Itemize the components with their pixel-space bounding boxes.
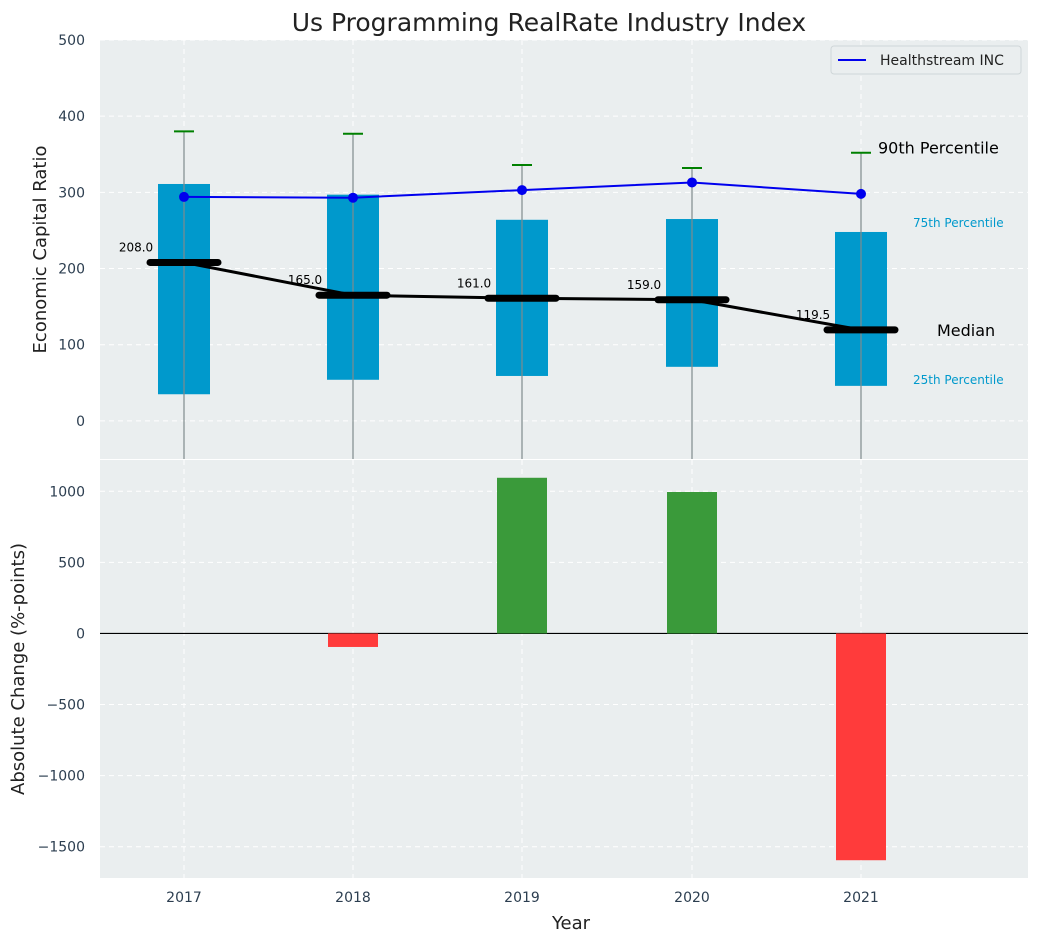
median-value-label: 165.0 — [288, 273, 322, 287]
top-ytick-label: 400 — [58, 109, 85, 125]
company-point-2019 — [517, 185, 527, 196]
change-bar-2018 — [328, 633, 378, 647]
legend: Healthstream INC — [830, 45, 1022, 75]
bottom-ytick-label: −500 — [47, 698, 85, 714]
annotation-p25: 25th Percentile — [913, 373, 1004, 387]
company-point-2017 — [179, 191, 189, 202]
annotation-median: Median — [937, 321, 995, 340]
xtick-label: 2021 — [843, 890, 879, 906]
top-ytick-label: 100 — [58, 338, 85, 354]
bottom-xlabel: Year — [551, 913, 591, 934]
annotation-p75: 75th Percentile — [913, 216, 1004, 230]
xtick-label: 2019 — [504, 890, 540, 906]
median-value-label: 161.0 — [457, 276, 491, 290]
bottom-ytick-label: 1000 — [49, 484, 85, 500]
xtick-label: 2017 — [166, 890, 202, 906]
xtick-label: 2018 — [335, 890, 371, 906]
top-panel: 0 100 200 300 400 500 Economic Capital Ratio 20… — [30, 33, 1028, 459]
top-panel-background — [100, 40, 1028, 459]
bottom-panel-background — [100, 460, 1028, 878]
bottom-ytick-label: −1500 — [38, 840, 85, 856]
annotation-p90: 90th Percentile — [878, 139, 999, 158]
median-value-label: 159.0 — [627, 278, 661, 292]
chart-title: Us Programming RealRate Industry Index — [292, 8, 806, 37]
xtick-label: 2020 — [674, 890, 710, 906]
bottom-ytick-label: 500 — [58, 555, 85, 571]
legend-box — [830, 45, 1022, 75]
bottom-ylabel: Absolute Change (%-points) — [8, 543, 29, 795]
median-value-label: 119.5 — [796, 308, 830, 322]
median-value-label: 208.0 — [119, 240, 153, 254]
company-point-2021 — [856, 188, 866, 199]
change-bar-2020 — [667, 491, 717, 634]
top-ytick-label: 0 — [76, 414, 85, 430]
company-point-2020 — [687, 177, 697, 188]
top-ylabel: Economic Capital Ratio — [30, 146, 51, 354]
top-ytick-label: 300 — [58, 185, 85, 201]
bottom-panel: −1500 −1000 −500 0 500 1000 2017 2018 2019 2020 20… — [8, 460, 1028, 934]
company-point-2018 — [348, 192, 358, 203]
bottom-ytick-label: −1000 — [38, 769, 85, 785]
top-ytick-label: 200 — [58, 262, 85, 278]
change-bar-2019 — [497, 477, 547, 634]
bottom-ytick-label: 0 — [76, 626, 85, 642]
change-bar-2021 — [836, 633, 886, 861]
legend-label: Healthstream INC — [880, 53, 1004, 69]
top-ytick-label: 500 — [58, 33, 85, 49]
